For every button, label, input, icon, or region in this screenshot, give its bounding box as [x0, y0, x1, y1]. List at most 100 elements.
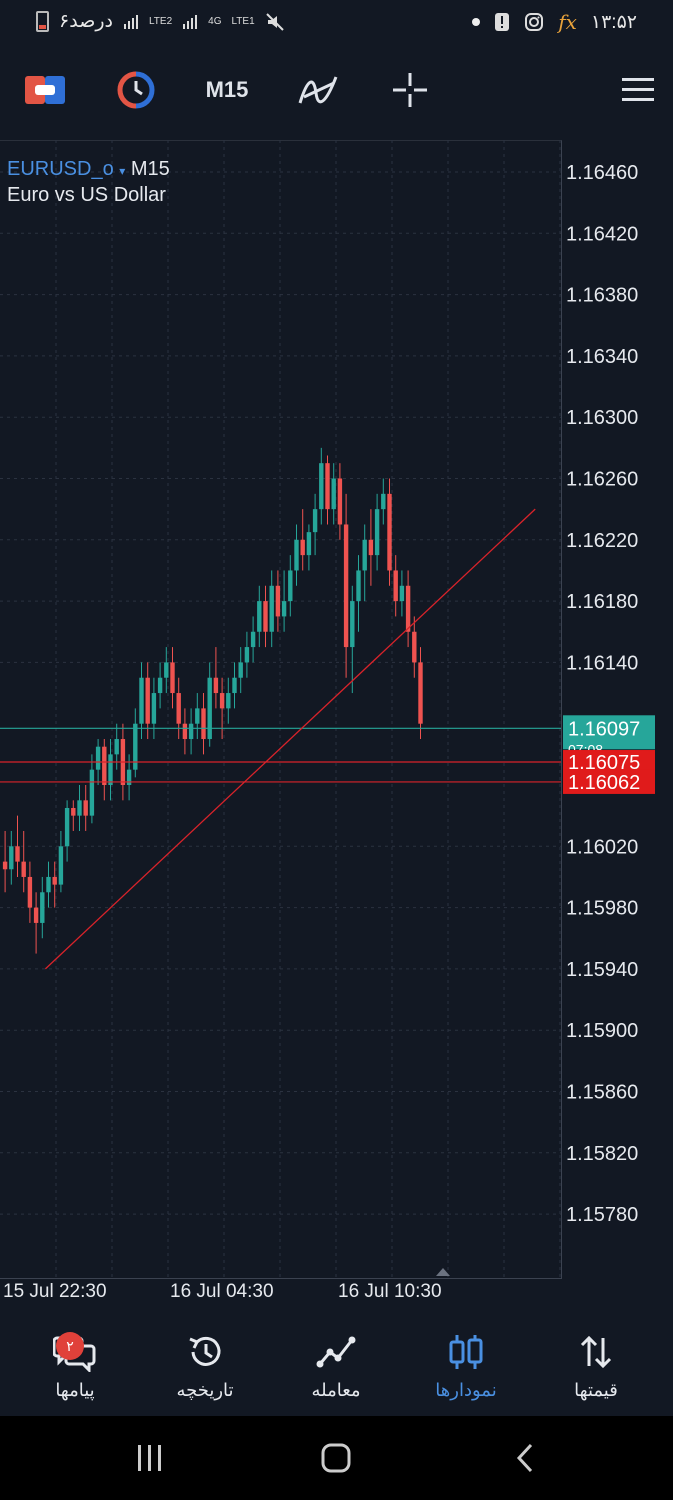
candle-body	[201, 708, 206, 740]
candle-body	[381, 493, 386, 510]
x-axis-label: 16 Jul 04:30	[170, 1281, 274, 1302]
nav-messages[interactable]: پیامها ۲	[20, 1332, 130, 1401]
candle-body	[52, 876, 57, 885]
candle-body	[71, 807, 76, 816]
candle-body	[27, 876, 33, 908]
back-button[interactable]	[496, 1416, 556, 1500]
candle-body	[250, 631, 256, 648]
nav-trade[interactable]: معامله	[281, 1332, 391, 1401]
candle-body	[387, 493, 392, 571]
quotes-arrows-icon	[580, 1335, 612, 1369]
price-chart[interactable]: 1.16460 1.16420 1.16380 1.16340 1.16300 1.162…	[0, 0, 673, 1300]
candle-body	[350, 601, 355, 648]
symbol-header[interactable]: EURUSD_o ▾ M15	[7, 158, 170, 181]
battery-text: ۶درصد	[59, 11, 113, 32]
nav-quotes[interactable]: قیمتها	[541, 1332, 651, 1401]
candle-body	[281, 601, 287, 617]
bid-price-tag: 1.16097	[568, 718, 640, 740]
candle-body	[275, 585, 281, 617]
candle-body	[83, 800, 88, 816]
recent-apps-icon	[138, 1445, 161, 1471]
nav-trade-label: معامله	[311, 1380, 361, 1400]
x-axis-label: 15 Jul 22:30	[3, 1281, 107, 1302]
bid-price-tag-bg	[563, 715, 655, 750]
nav-charts-label: نمودارها	[435, 1380, 497, 1400]
status-bar: ۶درصد LTE2 4G LTE1 fx ۱۳:۵۲	[0, 0, 673, 46]
candle-body	[46, 876, 51, 893]
y-axis-tick-label: 1.15900	[566, 1020, 638, 1042]
candle-body	[133, 723, 138, 770]
bottom-navigation: پیامها ۲ تاریخچه معامله نمودارها	[0, 1318, 673, 1414]
indicators-button[interactable]	[114, 66, 158, 114]
mute-icon	[265, 12, 284, 31]
trend-line[interactable]	[44, 508, 536, 970]
recent-apps-button[interactable]	[120, 1416, 180, 1500]
candle-body	[294, 539, 299, 571]
trade-icon	[316, 1336, 356, 1368]
y-axis-tick-label: 1.16180	[566, 591, 638, 613]
nav-charts[interactable]: نمودارها	[411, 1332, 521, 1401]
candle-body	[15, 846, 20, 862]
candle-body	[21, 861, 26, 877]
y-axis-tick-label: 1.15820	[566, 1143, 638, 1165]
y-axis-tick-label: 1.16300	[566, 407, 638, 429]
symbol-name[interactable]: EURUSD_o	[7, 158, 114, 180]
symbol-timeframe: M15	[130, 158, 170, 180]
nav-messages-label: پیامها	[55, 1380, 95, 1400]
y-axis-tick-label: 1.15780	[566, 1204, 638, 1226]
candle-body	[343, 524, 349, 648]
candle-body	[325, 463, 330, 510]
nav-history[interactable]: تاریخچه	[150, 1332, 260, 1401]
candle-body	[219, 693, 225, 709]
y-axis-tick-label: 1.16420	[566, 223, 638, 245]
level-1-price-tag: 1.16075	[568, 752, 640, 774]
clock-indicator-icon	[117, 71, 155, 109]
candle-body	[89, 769, 95, 816]
home-button[interactable]	[306, 1416, 366, 1500]
y-axis-tick-label: 1.16460	[566, 162, 638, 184]
candle-body	[288, 570, 293, 602]
symbol-dropdown-icon[interactable]: ▾	[119, 164, 126, 178]
candle-body	[157, 677, 163, 694]
candle-body	[238, 662, 243, 678]
candle-body	[114, 739, 119, 755]
drawing-tools-button[interactable]	[296, 66, 340, 114]
timeframe-label: M15	[205, 77, 249, 102]
home-icon	[321, 1443, 351, 1473]
chart-area[interactable]	[0, 140, 562, 1279]
candle-body	[362, 539, 367, 571]
network-label-lte1: LTE1	[231, 15, 255, 27]
chart-shift-marker-icon[interactable]	[436, 1268, 450, 1276]
nav-history-label: تاریخچه	[176, 1380, 234, 1400]
crosshair-button[interactable]	[388, 66, 432, 114]
nav-quotes-label: قیمتها	[574, 1380, 618, 1400]
y-axis-tick-label: 1.16220	[566, 530, 638, 552]
candle-body	[188, 723, 194, 740]
menu-button[interactable]	[616, 66, 660, 114]
x-axis-label: 16 Jul 10:30	[338, 1281, 442, 1302]
candle-body	[405, 585, 411, 632]
y-axis-tick-label: 1.16380	[566, 285, 638, 307]
candle-body	[95, 746, 101, 770]
network-label-lte2: LTE2	[148, 15, 173, 27]
candle-body	[300, 539, 305, 556]
pen-indicator-icon	[298, 76, 338, 104]
candle-body	[139, 677, 144, 724]
timeframe-button[interactable]: M15	[200, 66, 254, 114]
one-click-trading-button[interactable]	[24, 66, 66, 114]
back-icon	[516, 1443, 533, 1473]
notification-dot-icon	[472, 18, 481, 26]
alert-icon	[495, 13, 510, 31]
chart-toolbar: M15	[0, 58, 673, 122]
candle-body	[232, 677, 237, 694]
candle-body	[145, 677, 150, 724]
candle-body	[412, 631, 417, 663]
candle-body	[64, 807, 70, 847]
one-click-trading-icon	[25, 76, 65, 104]
candle-body	[9, 846, 14, 870]
candle-body	[374, 509, 380, 556]
network-label-4g: 4G	[208, 15, 222, 27]
symbol-description: Euro vs US Dollar	[7, 184, 166, 206]
signal-icon	[183, 14, 198, 29]
candle-body	[195, 708, 200, 724]
